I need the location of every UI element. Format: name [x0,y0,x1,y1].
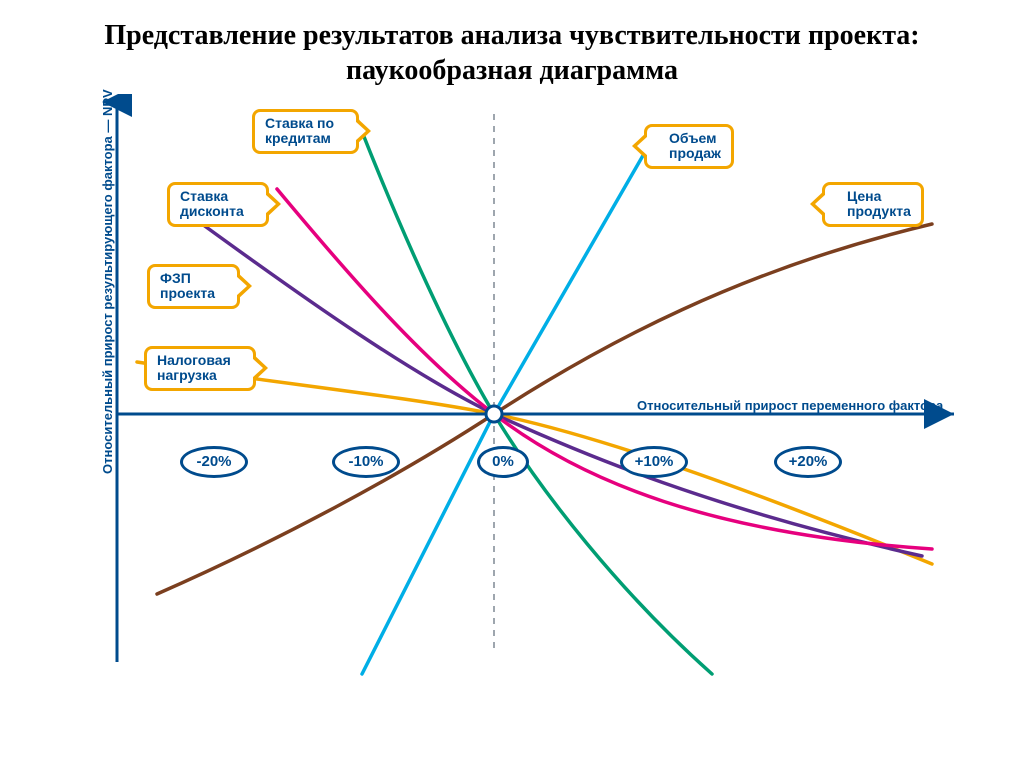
x-tick-1: -10% [332,446,400,478]
series-credit_rate [357,119,712,674]
y-axis-label: Относительный прирост результирующего фа… [100,89,115,474]
series-discount_rate [277,189,932,549]
page-title: Представление результатов анализа чувств… [0,0,1024,94]
series-payroll [202,224,922,556]
x-tick-0: -20% [180,446,248,478]
x-tick-2: 0% [477,446,529,478]
series-label-5: Цена продукта [822,182,924,227]
x-axis-label: Относительный прирост переменного фактор… [637,398,943,413]
series-label-1: Ставка дисконта [167,182,269,227]
series-label-2: ФЗП проекта [147,264,240,309]
x-tick-4: +20% [774,446,842,478]
spider-chart: Ставка по кредитам Ставка дисконта ФЗП про… [62,94,962,684]
x-tick-3: +10% [620,446,688,478]
series-label-0: Ставка по кредитам [252,109,359,154]
series-label-4: Объем продаж [644,124,734,169]
series-label-3: Налоговая нагрузка [144,346,256,391]
